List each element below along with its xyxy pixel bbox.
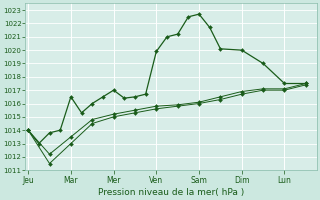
X-axis label: Pression niveau de la mer( hPa ): Pression niveau de la mer( hPa ) [98, 188, 244, 197]
